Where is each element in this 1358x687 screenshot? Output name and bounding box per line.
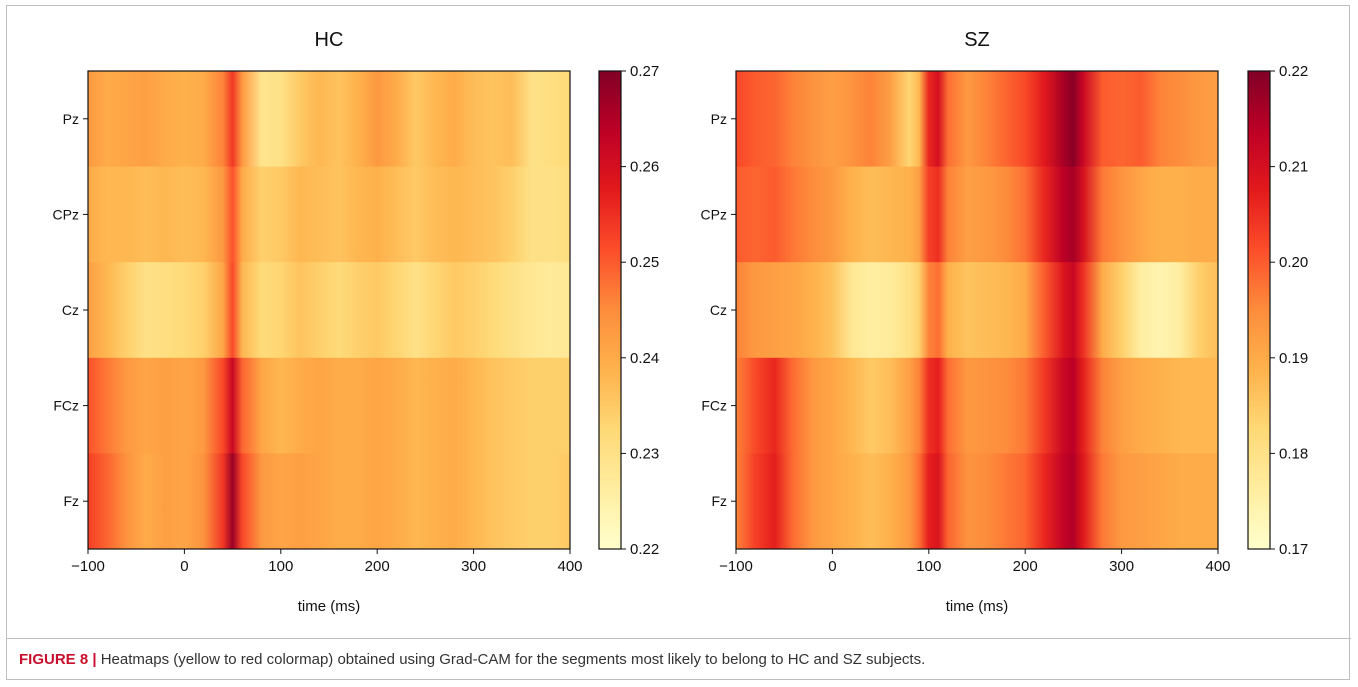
heatmap-row-cpz (88, 166, 570, 263)
x-axis-label: time (ms) (946, 598, 1009, 615)
colorbar (1247, 70, 1271, 550)
heatmap-row-cz (736, 262, 1218, 359)
x-tick-label: 200 (1013, 558, 1038, 575)
x-tick-label: 400 (1205, 558, 1230, 575)
heatmap-row-pz (736, 71, 1218, 168)
y-tick-label-cpz: CPz (53, 206, 79, 222)
caption-text: Heatmaps (yellow to red colormap) obtain… (96, 651, 926, 668)
y-tick-label-cz: Cz (710, 302, 727, 318)
colorbar-tick-label: 0.23 (630, 445, 659, 462)
heatmap-row-fcz (88, 357, 570, 454)
colorbar-tick-label: 0.26 (630, 159, 659, 176)
colorbar-tick-label: 0.24 (630, 350, 659, 367)
y-tick-label-pz: Pz (63, 111, 79, 127)
colorbar-tick-label: 0.21 (1279, 159, 1308, 176)
colorbar-tick-label: 0.19 (1279, 350, 1308, 367)
x-tick-label: 0 (180, 558, 188, 575)
plot-frame (87, 70, 571, 550)
x-tick-label: −100 (719, 558, 753, 575)
caption-label: FIGURE 8 | (19, 651, 97, 668)
heatmap-panel-hc: Pz CPz Cz FCz Fz −100 0 100 200 300 400 HC time (ms)… (53, 29, 660, 615)
x-tick-label: 200 (365, 558, 390, 575)
y-tick-label-fz: Fz (711, 493, 727, 509)
x-axis-label: time (ms) (298, 598, 361, 615)
y-tick-label-fcz: FCz (701, 398, 727, 414)
x-tick-label: 300 (1109, 558, 1134, 575)
y-tick-label-fz: Fz (63, 493, 79, 509)
y-tick-label-fcz: FCz (53, 398, 79, 414)
figure-charts: Pz CPz Cz FCz Fz −100 0 100 200 300 400 HC time (ms)… (53, 29, 1309, 615)
heatmap-row-cz (88, 262, 570, 359)
colorbar-tick-label: 0.22 (630, 541, 659, 558)
x-tick-label: 400 (557, 558, 582, 575)
x-tick-label: 300 (461, 558, 486, 575)
heatmap-row-fz (88, 453, 570, 550)
heatmap-row-fz (736, 453, 1218, 550)
x-tick-label: 100 (916, 558, 941, 575)
chart-title: SZ (964, 29, 990, 51)
x-tick-label: −100 (71, 558, 105, 575)
heatmap-row-cpz (736, 166, 1218, 263)
y-tick-label-cpz: CPz (701, 206, 727, 222)
colorbar-tick-label: 0.17 (1279, 541, 1308, 558)
colorbar-tick-label: 0.22 (1279, 63, 1308, 80)
y-tick-label-pz: Pz (711, 111, 727, 127)
plot-frame (735, 70, 1219, 550)
figure-caption: FIGURE 8 | Heatmaps (yellow to red color… (7, 638, 1351, 681)
colorbar-tick-label: 0.25 (630, 254, 659, 271)
x-tick-label: 100 (268, 558, 293, 575)
heatmap-row-pz (88, 71, 570, 168)
colorbar-tick-label: 0.20 (1279, 254, 1308, 271)
heatmap-row-fcz (736, 357, 1218, 454)
colorbar-tick-label: 0.27 (630, 63, 659, 80)
heatmap-panel-sz: Pz CPz Cz FCz Fz −100 0 100 200 300 400 SZ time (ms)… (701, 29, 1309, 615)
figure-frame: Pz CPz Cz FCz Fz −100 0 100 200 300 400 HC time (ms)… (6, 5, 1351, 681)
colorbar (598, 70, 622, 550)
x-tick-label: 0 (828, 558, 836, 575)
colorbar-tick-label: 0.18 (1279, 445, 1308, 462)
chart-title: HC (315, 29, 344, 51)
y-tick-label-cz: Cz (62, 302, 79, 318)
